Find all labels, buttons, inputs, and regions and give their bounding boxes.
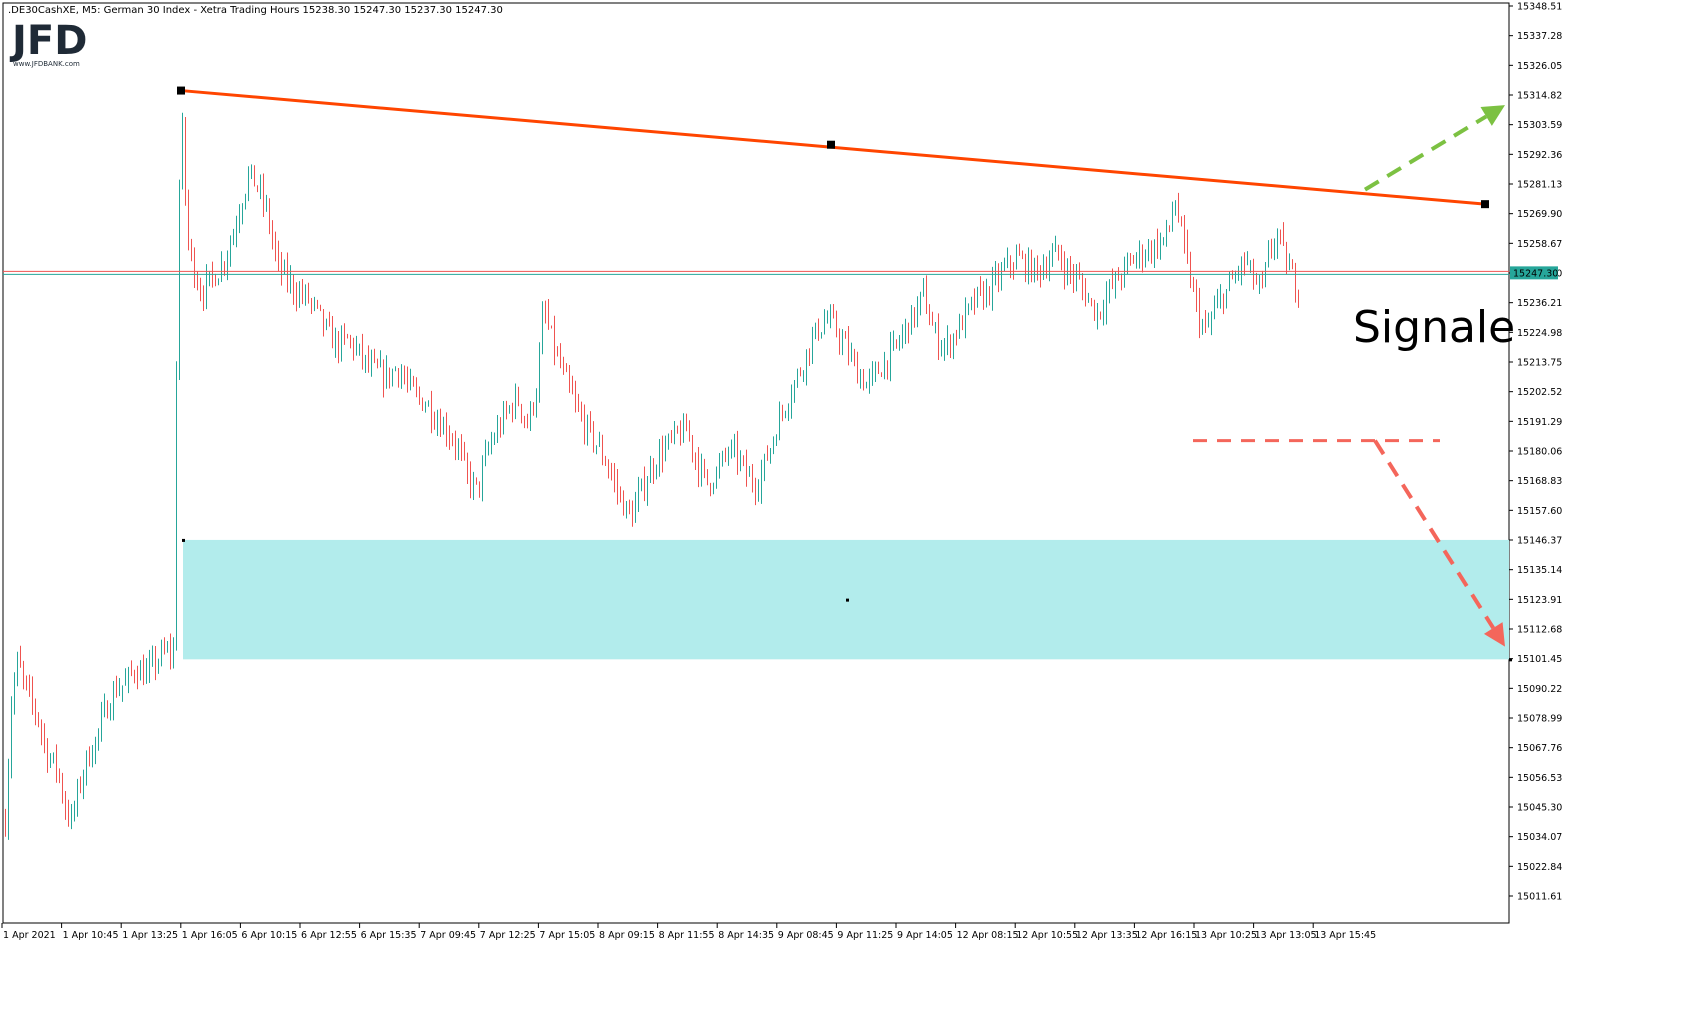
y-tick-label: 15123.91 — [1517, 595, 1562, 606]
y-tick-label: 15168.83 — [1517, 476, 1562, 487]
x-tick-label: 1 Apr 2021 — [3, 930, 56, 941]
x-tick-label: 12 Apr 13:35 — [1076, 930, 1138, 941]
time-axis[interactable]: 1 Apr 2021 1 Apr 10:45 1 Apr 13:25 1 Apr 16… — [1, 923, 1376, 941]
y-tick-label: 15146.37 — [1517, 536, 1562, 547]
x-tick-label: 9 Apr 14:05 — [897, 930, 953, 941]
signal-arrows — [1363, 105, 1505, 647]
x-tick-label: 13 Apr 13:05 — [1255, 930, 1317, 941]
trendline-handle — [1481, 200, 1489, 209]
y-tick-label: 15303.59 — [1517, 120, 1562, 131]
x-tick-label: 1 Apr 13:25 — [122, 930, 178, 941]
x-tick-label: 1 Apr 16:05 — [182, 930, 238, 941]
y-tick-label: 15269.90 — [1517, 209, 1562, 220]
x-tick-label: 9 Apr 11:25 — [837, 930, 893, 941]
logo-brand: JFD — [9, 18, 87, 64]
y-tick-label: 15348.51 — [1517, 2, 1562, 13]
x-tick-label: 6 Apr 10:15 — [241, 930, 297, 941]
y-tick-label: 15045.30 — [1517, 803, 1562, 814]
x-tick-label: 7 Apr 09:45 — [420, 930, 476, 941]
x-tick-label: 7 Apr 12:25 — [480, 930, 536, 941]
y-tick-label: 15224.98 — [1517, 328, 1562, 339]
y-tick-label: 15157.60 — [1517, 506, 1562, 517]
logo-website: www.JFDBANK.com — [13, 60, 80, 68]
x-tick-label: 12 Apr 08:15 — [957, 930, 1019, 941]
y-tick-label: 15112.68 — [1517, 625, 1562, 636]
x-tick-label: 7 Apr 15:05 — [539, 930, 595, 941]
x-tick-label: 8 Apr 14:35 — [718, 930, 774, 941]
bearish-arrow-head — [1483, 622, 1505, 647]
y-tick-label: 15292.36 — [1517, 150, 1562, 161]
y-tick-label: 15314.82 — [1517, 91, 1562, 102]
y-tick-label: 15078.99 — [1517, 714, 1562, 725]
x-tick-label: 1 Apr 10:45 — [63, 930, 119, 941]
y-tick-label: 15101.45 — [1517, 654, 1562, 665]
y-tick-label: 15022.84 — [1517, 862, 1562, 873]
plot-frame — [2, 2, 1510, 924]
zone-handle — [182, 538, 185, 542]
symbol-info: .DE30CashXE, M5: German 30 Index - Xetra… — [8, 5, 503, 16]
x-tick-label: 6 Apr 12:55 — [301, 930, 357, 941]
current-price-tag: 15247.30 — [1510, 266, 1558, 280]
y-tick-label: 15056.53 — [1517, 773, 1562, 784]
zone-handle — [1509, 658, 1512, 662]
bullish-arrow-head — [1480, 105, 1505, 126]
y-tick-label: 15090.22 — [1517, 684, 1562, 695]
current-price-tag-text: 15247.30 — [1513, 268, 1558, 279]
trendline-handle — [177, 86, 185, 95]
y-tick-label: 15034.07 — [1517, 832, 1562, 843]
x-tick-label: 12 Apr 10:55 — [1016, 930, 1078, 941]
y-tick-label: 15202.52 — [1517, 387, 1562, 398]
y-tick-label: 15213.75 — [1517, 358, 1562, 369]
support-zone — [182, 538, 1512, 662]
x-tick-label: 8 Apr 11:55 — [659, 930, 715, 941]
current-price-tag-bg — [1510, 266, 1558, 280]
bearish-arrow-shaft — [1373, 439, 1495, 630]
zone-handle — [846, 598, 849, 602]
y-tick-label: 15281.13 — [1517, 180, 1562, 191]
x-tick-label: 9 Apr 08:45 — [778, 930, 834, 941]
y-tick-label: 15236.21 — [1517, 298, 1562, 309]
x-tick-label: 8 Apr 09:15 — [599, 930, 655, 941]
price-axis[interactable]: 15348.51 15337.28 15326.05 15314.82 15303.59… — [1509, 2, 1562, 903]
y-tick-label: 15011.61 — [1517, 892, 1562, 903]
x-tick-label: 13 Apr 10:25 — [1195, 930, 1257, 941]
bullish-arrow-shaft — [1363, 114, 1488, 192]
x-tick-label: 6 Apr 15:35 — [361, 930, 417, 941]
x-tick-label: 13 Apr 15:45 — [1314, 930, 1376, 941]
drawing-objects[interactable] — [3, 86, 1509, 443]
y-tick-label: 15258.67 — [1517, 239, 1562, 250]
y-tick-label: 15326.05 — [1517, 61, 1562, 72]
trendline-handle — [827, 140, 835, 149]
y-tick-label: 15337.28 — [1517, 31, 1562, 42]
signal-label: Signale — [1353, 302, 1515, 353]
jfd-logo: JFD www.JFDBANK.com — [9, 18, 87, 68]
y-tick-label: 15135.14 — [1517, 565, 1562, 576]
y-tick-label: 15191.29 — [1517, 417, 1562, 428]
y-tick-label: 15067.76 — [1517, 743, 1562, 754]
x-tick-label: 12 Apr 16:15 — [1135, 930, 1197, 941]
y-tick-label: 15180.06 — [1517, 447, 1562, 458]
